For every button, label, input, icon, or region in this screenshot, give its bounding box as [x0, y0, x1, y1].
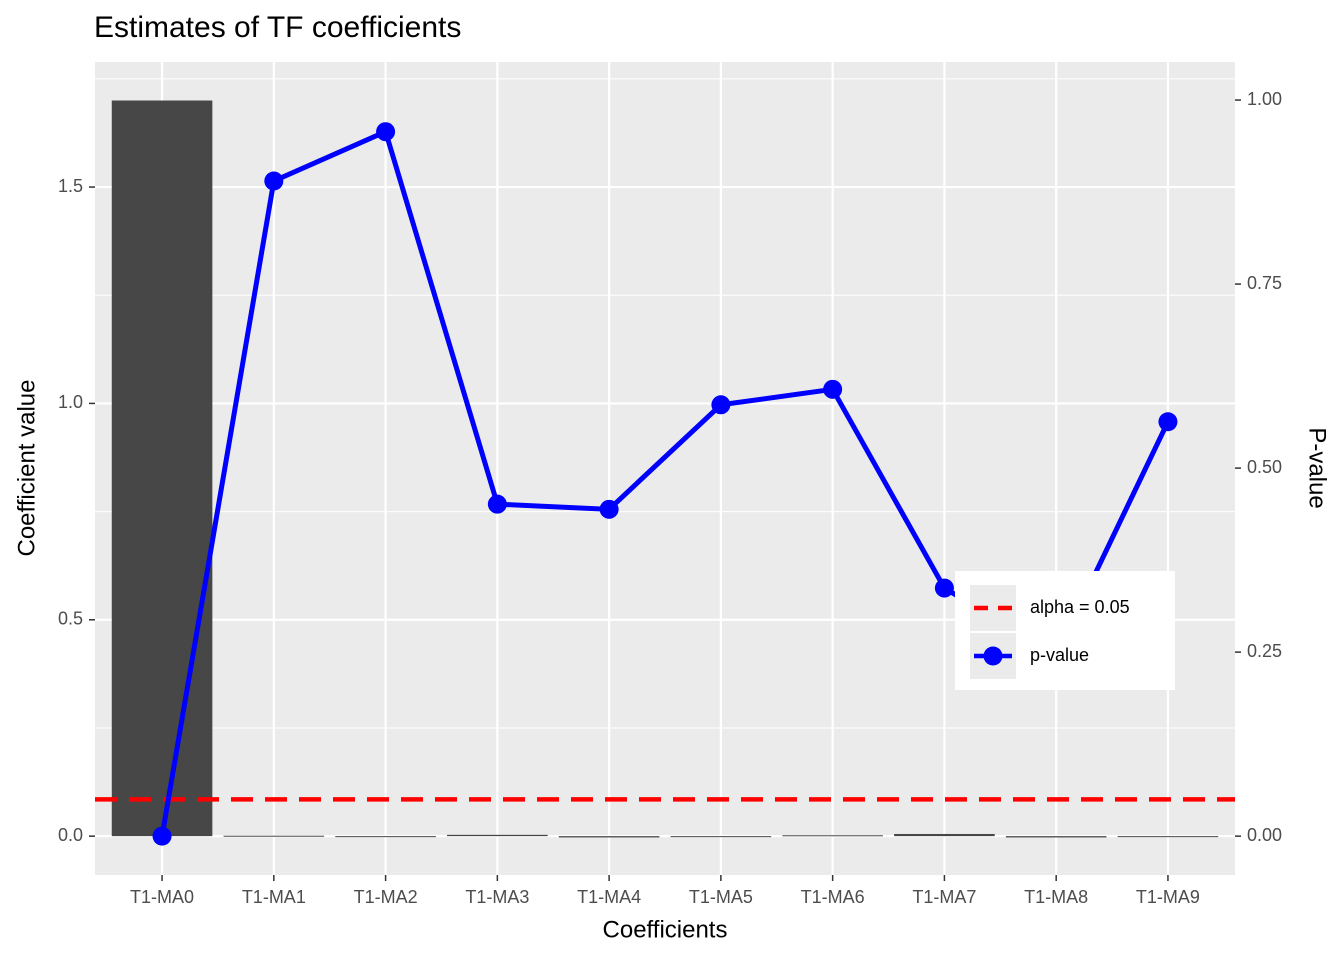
x-tick-label: T1-MA0	[130, 887, 194, 907]
y2-tick-label: 0.75	[1247, 273, 1282, 293]
bar	[223, 835, 325, 837]
marks	[95, 100, 1235, 846]
y2-tick-label: 0.00	[1247, 825, 1282, 845]
bar	[1005, 836, 1107, 838]
y-tick-label: 0.5	[58, 609, 83, 629]
y-axis-title: Coefficient value	[13, 380, 40, 557]
bar	[782, 835, 883, 837]
x-tick-label: T1-MA1	[242, 887, 306, 907]
p-value-point	[487, 494, 507, 514]
axes: 0.0 0.5 1.0 1.5 0.00 0.25 0.50 0.75 1.00 T1-MA0 T1…	[58, 89, 1282, 907]
p-value-point	[376, 122, 396, 142]
y2-tick-label: 0.25	[1247, 641, 1282, 661]
p-value-point	[264, 171, 284, 191]
p-value-point	[934, 578, 954, 598]
x-tick-label: T1-MA3	[465, 887, 529, 907]
y2-tick-label: 0.50	[1247, 457, 1282, 477]
chart-title: Estimates of TF coefficients	[94, 11, 461, 44]
y-tick-label: 0.0	[58, 825, 83, 845]
legend-key-point	[983, 646, 1003, 666]
x-tick-label: T1-MA6	[801, 887, 865, 907]
x-tick-label: T1-MA4	[577, 887, 641, 907]
p-value-point	[152, 826, 172, 846]
x-tick-label: T1-MA8	[1024, 887, 1088, 907]
p-value-point	[823, 379, 843, 399]
legend: alpha = 0.05 p-value	[955, 571, 1175, 690]
bar	[335, 836, 436, 838]
p-value-point	[711, 395, 731, 415]
y-tick-label: 1.0	[58, 392, 83, 412]
legend-label: alpha = 0.05	[1030, 597, 1130, 617]
bar	[111, 100, 213, 837]
p-value-point	[1158, 412, 1178, 432]
y2-axis-title: P-value	[1304, 427, 1331, 508]
x-tick-label: T1-MA2	[354, 887, 418, 907]
y2-tick-label: 1.00	[1247, 89, 1282, 109]
bar	[670, 836, 772, 838]
bar	[1117, 836, 1219, 838]
y-tick-label: 1.5	[58, 176, 83, 196]
x-tick-label: T1-MA5	[689, 887, 753, 907]
panel	[95, 62, 1235, 875]
bar	[894, 833, 995, 837]
legend-label: p-value	[1030, 645, 1089, 665]
x-tick-label: T1-MA7	[912, 887, 976, 907]
p-value-point	[599, 499, 619, 519]
bar	[447, 834, 548, 837]
x-axis-title: Coefficients	[603, 916, 728, 943]
x-tick-label: T1-MA9	[1136, 887, 1200, 907]
bar	[558, 836, 660, 838]
